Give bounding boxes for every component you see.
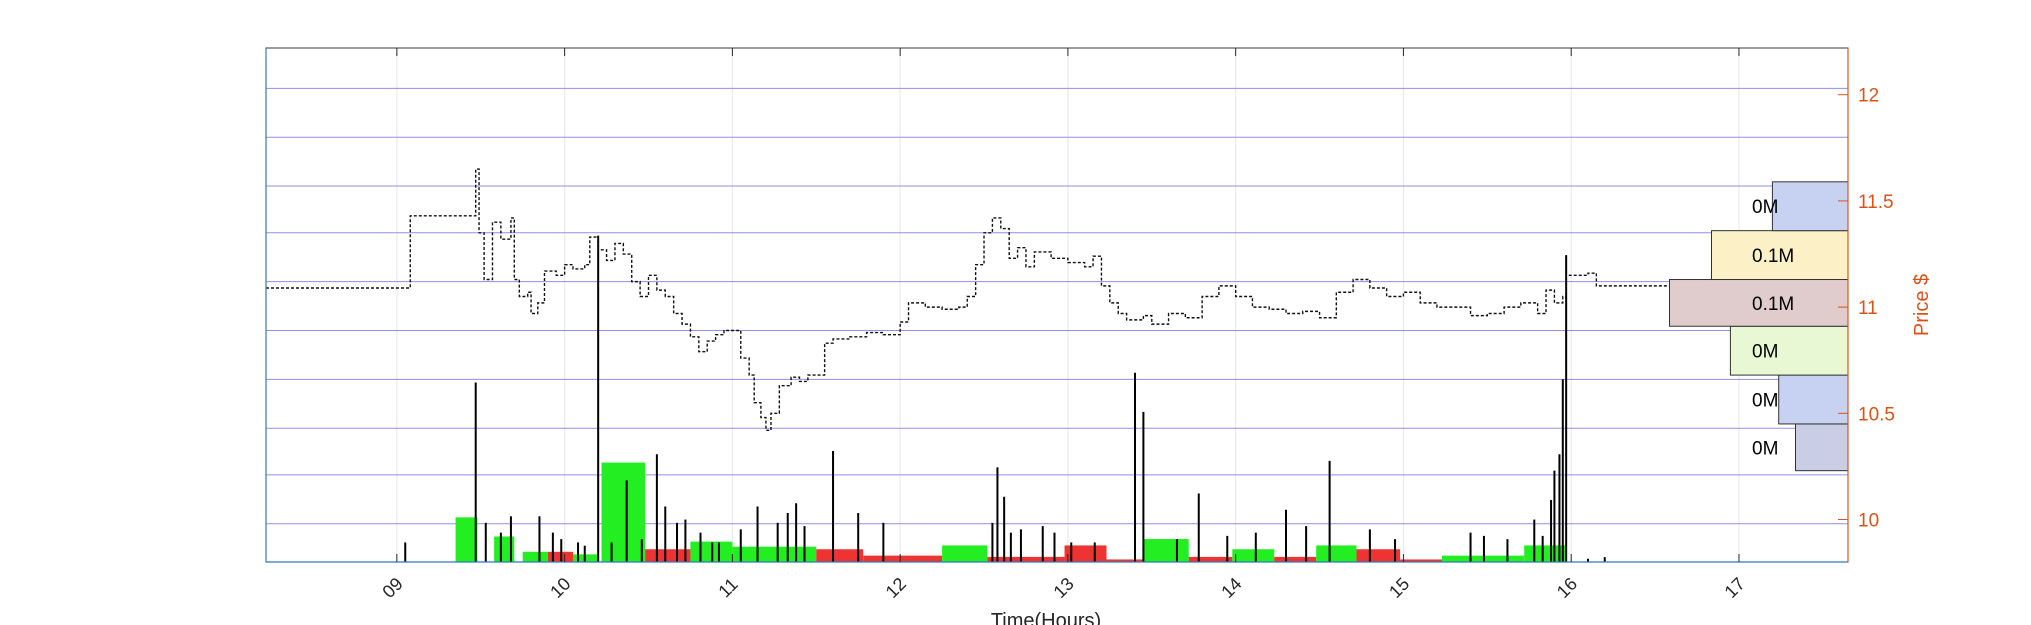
buy-volume-bar xyxy=(601,462,646,562)
sell-volume-bar xyxy=(816,549,864,562)
sell-volume-bar xyxy=(1274,556,1317,562)
y-tick-label: 10.5 xyxy=(1858,404,1895,425)
volume-profile-bar xyxy=(1729,325,1849,376)
volume-profile-bar xyxy=(1771,181,1849,232)
buy-volume-bar xyxy=(942,545,988,562)
price-level-lines xyxy=(266,87,1848,525)
x-tick-label: 15 xyxy=(1385,574,1413,602)
x-tick-label: 14 xyxy=(1217,574,1245,602)
y-tick-label: 12 xyxy=(1858,86,1879,107)
volume-profile-label: 0M xyxy=(1752,197,1778,218)
sell-volume-bar xyxy=(1106,559,1144,562)
buy-volume-bar xyxy=(1232,549,1275,562)
x-axis-ticks: 09 10 11 12 13 14 15 16 17 xyxy=(378,48,1749,602)
volume-profile-label: 0M xyxy=(1752,391,1778,412)
sell-volume-bar xyxy=(1188,556,1233,562)
x-axis-label: Time(Hours) xyxy=(991,610,1101,625)
sell-volume-bar xyxy=(1064,545,1107,562)
x-tick-label: 10 xyxy=(546,574,574,602)
y-axis-label: Price $ xyxy=(1911,274,1933,336)
x-tick-label: 12 xyxy=(882,574,910,602)
x-tick-label: 13 xyxy=(1050,574,1078,602)
buy-volume-bar xyxy=(494,536,515,562)
sell-volume-bar xyxy=(863,555,943,562)
sell-volume-bar xyxy=(1400,559,1443,562)
buy-volume-bar xyxy=(1143,539,1189,562)
volume-profile-label: 0.1M xyxy=(1752,246,1794,267)
volume-profile-bar xyxy=(1669,279,1849,327)
x-tick-label: 11 xyxy=(714,574,741,601)
plot-border xyxy=(265,47,1849,563)
volume-profile-bar xyxy=(1795,423,1849,472)
sell-volume-bar xyxy=(645,549,691,562)
right-y-axis-ticks: 10 10.5 11 11.5 12 xyxy=(1838,86,1895,532)
buy-volume-bar xyxy=(522,551,548,562)
sell-volume-bar xyxy=(1356,549,1401,562)
volume-profile-label: 0M xyxy=(1752,342,1778,363)
volume-profile-bar xyxy=(1778,374,1849,425)
price-series xyxy=(266,168,1848,432)
volume-profile-label: 0M xyxy=(1752,438,1778,459)
buy-volume-bar xyxy=(455,517,478,562)
volume-profile: 0M 0M 0M 0.1M 0.1M 0M xyxy=(1669,181,1849,472)
volume-profile-bar xyxy=(1711,230,1849,281)
y-tick-label: 11 xyxy=(1858,298,1878,319)
x-tick-label: 09 xyxy=(378,574,406,602)
volume-spikes xyxy=(404,235,1606,562)
buy-volume-bar xyxy=(1316,545,1357,562)
sell-volume-bar xyxy=(987,556,1065,562)
y-tick-label: 11.5 xyxy=(1858,192,1894,213)
x-tick-label: 17 xyxy=(1721,574,1749,602)
y-tick-label: 10 xyxy=(1858,511,1879,532)
price-line xyxy=(266,168,1848,432)
volume-profile-label: 0.1M xyxy=(1752,294,1794,315)
x-tick-label: 16 xyxy=(1553,574,1581,602)
plot-frame xyxy=(265,47,1849,563)
